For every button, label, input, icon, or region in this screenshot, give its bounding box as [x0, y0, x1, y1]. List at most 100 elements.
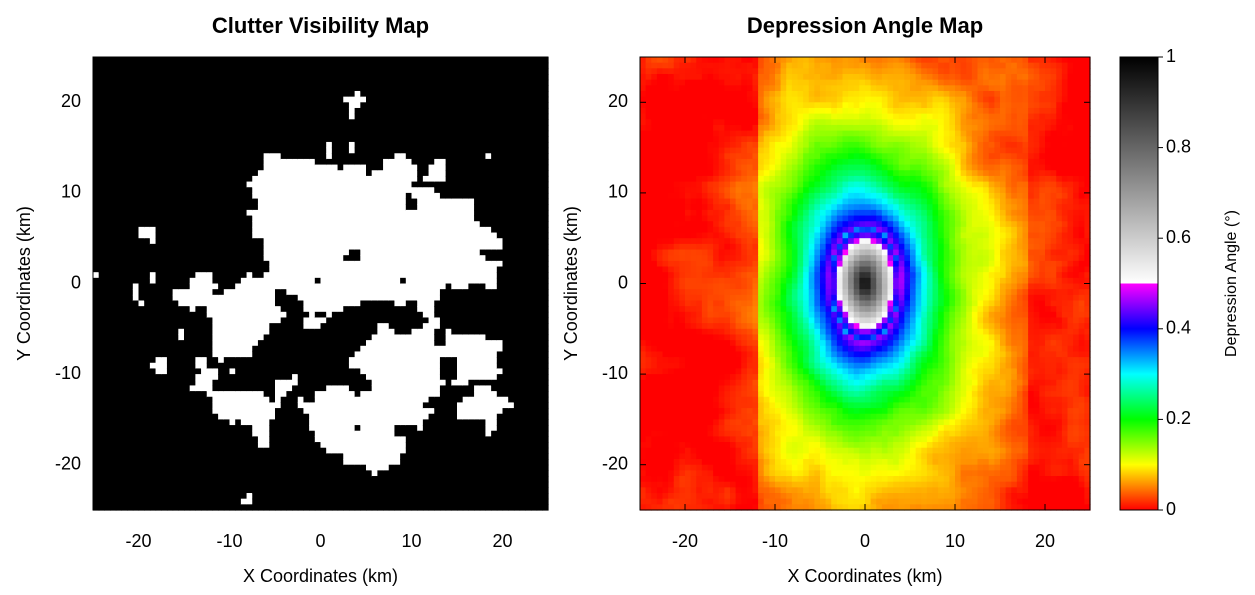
heatmap-cell	[224, 272, 230, 278]
heatmap-cell	[440, 148, 446, 154]
heatmap-cell	[309, 436, 315, 442]
heatmap-cell	[99, 216, 105, 222]
heatmap-cell	[355, 312, 361, 318]
heatmap-cell	[258, 459, 264, 465]
heatmap-cell	[434, 317, 440, 323]
heatmap-cell	[303, 493, 309, 499]
heatmap-cell	[212, 374, 218, 380]
heatmap-cell	[218, 397, 224, 403]
heatmap-cell	[446, 148, 452, 154]
heatmap-cell	[167, 142, 173, 148]
heatmap-cell	[133, 414, 139, 420]
heatmap-cell	[366, 227, 372, 233]
heatmap-cell	[258, 465, 264, 471]
heatmap-cell	[258, 131, 264, 137]
heatmap-cell	[315, 170, 321, 176]
heatmap-cell	[230, 63, 236, 69]
heatmap-cell	[207, 402, 213, 408]
heatmap-cell	[201, 63, 207, 69]
heatmap-cell	[269, 453, 275, 459]
heatmap-cell	[144, 267, 150, 273]
heatmap-cell	[366, 187, 372, 193]
heatmap-cell	[440, 278, 446, 284]
heatmap-cell	[355, 436, 361, 442]
heatmap-cell	[321, 414, 327, 420]
heatmap-cell	[315, 391, 321, 397]
heatmap-cell	[116, 374, 122, 380]
heatmap-cell	[412, 142, 418, 148]
heatmap-cell	[423, 357, 429, 363]
heatmap-cell	[156, 91, 162, 97]
heatmap-cell	[406, 357, 412, 363]
heatmap-cell	[161, 380, 167, 386]
heatmap-cell	[292, 261, 298, 267]
heatmap-cell	[372, 199, 378, 205]
heatmap-cell	[423, 448, 429, 454]
heatmap-cell	[264, 414, 270, 420]
heatmap-cell	[338, 278, 344, 284]
heatmap-cell	[258, 351, 264, 357]
heatmap-cell	[406, 408, 412, 414]
heatmap-cell	[247, 74, 253, 80]
heatmap-cell	[258, 470, 264, 476]
heatmap-cell	[173, 329, 179, 335]
heatmap-cell	[224, 170, 230, 176]
heatmap-cell	[321, 306, 327, 312]
heatmap-cell	[394, 233, 400, 239]
heatmap-cell	[252, 136, 258, 142]
heatmap-cell	[292, 493, 298, 499]
heatmap-cell	[178, 470, 184, 476]
heatmap-cell	[389, 255, 395, 261]
heatmap-cell	[417, 261, 423, 267]
heatmap-cell	[258, 148, 264, 154]
heatmap-cell	[349, 261, 355, 267]
heatmap-cell	[184, 487, 190, 493]
heatmap-cell	[394, 414, 400, 420]
heatmap-cell	[321, 102, 327, 108]
heatmap-cell	[292, 317, 298, 323]
heatmap-cell	[133, 357, 139, 363]
heatmap-cell	[372, 250, 378, 256]
heatmap-cell	[161, 193, 167, 199]
heatmap-cell	[241, 329, 247, 335]
heatmap-cell	[298, 346, 304, 352]
heatmap-cell	[247, 499, 253, 505]
heatmap-cell	[423, 470, 429, 476]
heatmap-cell	[349, 199, 355, 205]
heatmap-cell	[212, 368, 218, 374]
heatmap-cell	[133, 431, 139, 437]
heatmap-cell	[93, 272, 99, 278]
heatmap-cell	[281, 385, 287, 391]
heatmap-cell	[258, 153, 264, 159]
heatmap-cell	[116, 108, 122, 114]
heatmap-cell	[116, 136, 122, 142]
heatmap-cell	[195, 453, 201, 459]
heatmap-cell	[269, 493, 275, 499]
heatmap-cell	[150, 476, 156, 482]
heatmap-cell	[133, 476, 139, 482]
heatmap-cell	[178, 278, 184, 284]
heatmap-cell	[366, 199, 372, 205]
heatmap-cell	[269, 397, 275, 403]
heatmap-cell	[338, 436, 344, 442]
heatmap-cell	[383, 80, 389, 86]
heatmap-cell	[400, 419, 406, 425]
heatmap-cell	[383, 436, 389, 442]
heatmap-cell	[406, 278, 412, 284]
heatmap-cell	[269, 329, 275, 335]
heatmap-cell	[400, 57, 406, 63]
heatmap-cell	[235, 436, 241, 442]
heatmap-cell	[338, 238, 344, 244]
heatmap-cell	[99, 300, 105, 306]
heatmap-cell	[264, 470, 270, 476]
heatmap-cell	[247, 357, 253, 363]
heatmap-cell	[144, 408, 150, 414]
heatmap-cell	[218, 380, 224, 386]
heatmap-cell	[332, 182, 338, 188]
heatmap-cell	[173, 487, 179, 493]
heatmap-cell	[389, 329, 395, 335]
heatmap-cell	[394, 108, 400, 114]
heatmap-cell	[343, 380, 349, 386]
heatmap-cell	[281, 63, 287, 69]
heatmap-cell	[412, 227, 418, 233]
